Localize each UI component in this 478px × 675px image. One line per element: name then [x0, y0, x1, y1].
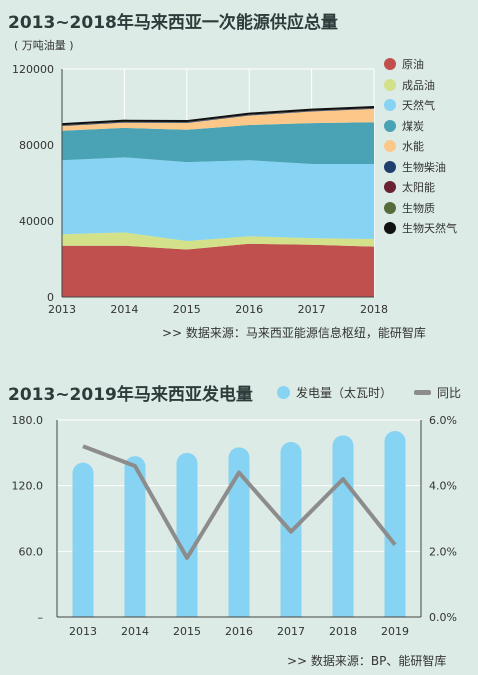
- legend-label: 天然气: [402, 99, 435, 113]
- legend-swatch: [384, 99, 396, 112]
- legend-label: 水能: [402, 140, 424, 154]
- x-tick-label: 2013: [69, 625, 97, 638]
- y-tick-label: 40000: [19, 215, 54, 228]
- legend-item: 成品油: [384, 75, 457, 96]
- bar: [176, 452, 198, 617]
- legend-swatch: [384, 222, 396, 235]
- area-生物柴油: [62, 108, 374, 126]
- legend-swatch: [384, 201, 396, 214]
- chart2-title: 2013~2019年马来西亚发电量: [8, 385, 253, 405]
- bar: [72, 462, 94, 617]
- x-tick-label: 2015: [173, 625, 201, 638]
- legend-line-swatch: [414, 390, 432, 395]
- chart1-title: 2013~2018年马来西亚一次能源供应总量: [8, 13, 338, 33]
- x-tick-label: 2016: [225, 625, 253, 638]
- legend-item: 原油: [384, 54, 457, 75]
- bar: [124, 456, 146, 617]
- legend-item: 生物柴油: [384, 157, 457, 178]
- x-tick-label: 2013: [48, 303, 76, 316]
- y-right-tick-label: 2.0%: [429, 545, 457, 558]
- area-煤炭: [62, 122, 374, 164]
- chart2-source: >> 数据来源：BP、能研智库: [287, 654, 447, 668]
- legend-swatch: [384, 119, 396, 132]
- area-生物质: [62, 107, 374, 126]
- legend-bar-swatch: [277, 386, 290, 399]
- chart2-legend: 发电量（太瓦时） 同比: [277, 384, 461, 401]
- x-tick-label: 2015: [173, 303, 201, 316]
- legend-swatch: [384, 78, 396, 91]
- legend-label: 原油: [402, 58, 424, 72]
- x-tick-label: 2017: [298, 303, 326, 316]
- legend-swatch: [384, 58, 396, 71]
- legend-item: 生物天然气: [384, 218, 457, 239]
- x-tick-label: 2018: [329, 625, 357, 638]
- legend-label: 太阳能: [402, 181, 435, 195]
- x-tick-label: 2019: [381, 625, 409, 638]
- x-tick-label: 2018: [360, 303, 388, 316]
- y-left-tick-label: 60.0: [19, 545, 44, 558]
- area-太阳能: [62, 108, 374, 126]
- chart1-unit-label: ( 万吨油量 ): [14, 39, 74, 52]
- area-成品油: [62, 232, 374, 250]
- legend-item: 生物质: [384, 198, 457, 219]
- bar: [228, 447, 250, 617]
- y-tick-label: 120000: [12, 63, 54, 76]
- legend-label: 生物柴油: [402, 160, 446, 174]
- y-right-tick-label: 6.0%: [429, 414, 457, 427]
- legend-label: 生物质: [402, 201, 435, 215]
- y-left-tick-label: 180.0: [12, 414, 44, 427]
- legend-label: 成品油: [402, 78, 435, 92]
- bar: [384, 430, 406, 617]
- legend-item: 煤炭: [384, 116, 457, 137]
- x-tick-label: 2017: [277, 625, 305, 638]
- x-tick-label: 2016: [235, 303, 263, 316]
- legend-label: 煤炭: [402, 119, 424, 133]
- legend-swatch: [384, 140, 396, 153]
- area-total-outline: [61, 106, 375, 126]
- y-right-tick-label: 4.0%: [429, 480, 457, 493]
- area-水能: [62, 108, 374, 131]
- y-left-tick-label: –: [38, 611, 44, 624]
- legend-label: 生物天然气: [402, 222, 457, 236]
- area-天然气: [62, 157, 374, 241]
- y-right-tick-label: 0.0%: [429, 611, 457, 624]
- x-tick-label: 2014: [110, 303, 138, 316]
- legend-bar-label: 发电量（太瓦时）: [296, 386, 393, 400]
- y-left-tick-label: 120.0: [12, 480, 44, 493]
- legend-item: 太阳能: [384, 177, 457, 198]
- legend-swatch: [384, 181, 396, 194]
- legend-swatch: [384, 160, 396, 173]
- legend-item: 天然气: [384, 95, 457, 116]
- x-tick-label: 2014: [121, 625, 149, 638]
- legend-line-label: 同比: [437, 386, 462, 400]
- bar: [332, 435, 354, 617]
- chart1-legend: 原油成品油天然气煤炭水能生物柴油太阳能生物质生物天然气: [384, 54, 457, 239]
- y-tick-label: 0: [47, 291, 54, 304]
- y-tick-label: 80000: [19, 139, 54, 152]
- chart1-source: >> 数据来源：马来西亚能源信息枢纽，能研智库: [162, 326, 426, 340]
- legend-item: 水能: [384, 136, 457, 157]
- area-原油: [62, 243, 374, 297]
- growth-line: [82, 444, 397, 560]
